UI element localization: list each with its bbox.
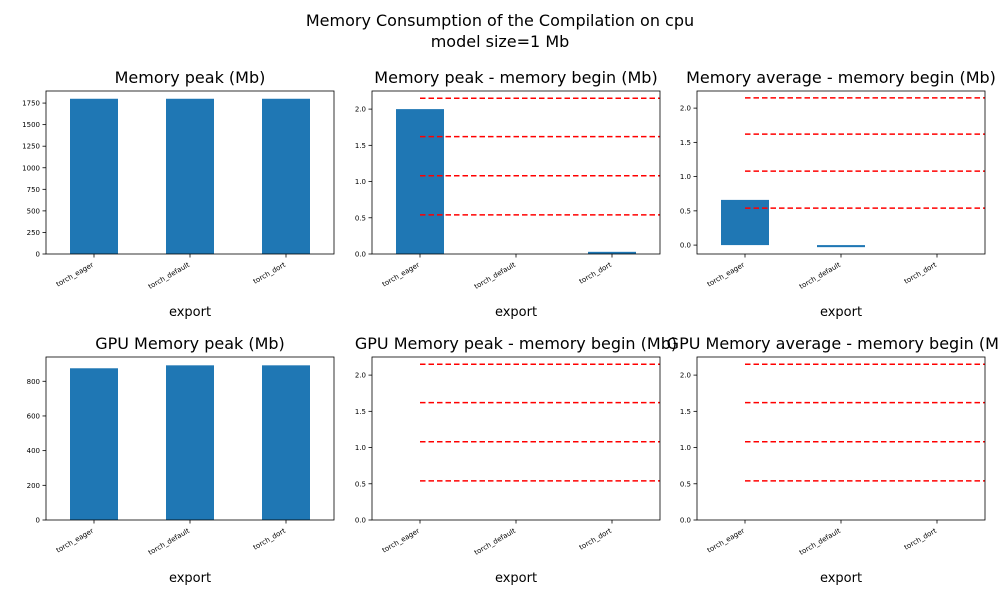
y-tick-label: 1.0 xyxy=(680,444,691,452)
chart-panel: GPU Memory peak - memory begin (Mb) 0.0 0.… xyxy=(355,334,677,586)
chart-panel: GPU Memory average - memory begin (Mb) 0.… xyxy=(667,334,1000,586)
y-tick-label: 1250 xyxy=(22,143,40,151)
bar xyxy=(588,251,636,254)
plot-area xyxy=(371,356,661,521)
bar xyxy=(396,109,444,254)
x-axis-label: export xyxy=(820,305,862,320)
chart-panel: Memory peak - memory begin (Mb) 0.0 0.5 1.0… xyxy=(355,68,661,320)
figure-subtitle: model size=1 Mb xyxy=(431,32,570,51)
y-tick-label: 1.5 xyxy=(355,142,366,150)
chart-title: GPU Memory peak - memory begin (Mb) xyxy=(355,334,677,353)
x-tick-label: torch_eager xyxy=(381,261,421,289)
y-tick-label: 800 xyxy=(27,378,40,386)
plot-area xyxy=(696,356,986,521)
y-tick-label: 1000 xyxy=(22,164,40,172)
y-tick-label: 0.0 xyxy=(680,517,691,525)
x-axis-label: export xyxy=(169,571,211,586)
chart-panel: Memory peak (Mb) 0 250 500 750 1000 1250 1500 17… xyxy=(22,68,335,320)
x-tick-label: torch_default xyxy=(473,261,517,291)
x-tick-label: torch_eager xyxy=(706,261,746,289)
chart-title: GPU Memory peak (Mb) xyxy=(95,334,285,353)
y-tick-label: 0 xyxy=(36,517,40,525)
y-tick-label: 2.0 xyxy=(355,372,366,380)
x-axis-label: export xyxy=(169,305,211,320)
y-tick-label: 0 xyxy=(36,251,40,259)
y-tick-label: 1.0 xyxy=(355,178,366,186)
x-tick-label: torch_eager xyxy=(381,527,421,555)
chart-panel: GPU Memory peak (Mb) 0 200 400 600 800 torch_e… xyxy=(27,334,335,586)
bar xyxy=(70,368,118,520)
x-axis-label: export xyxy=(495,305,537,320)
y-tick-label: 0.5 xyxy=(355,214,366,222)
bar xyxy=(70,98,118,254)
y-tick-label: 0.5 xyxy=(355,480,366,488)
y-tick-label: 0.0 xyxy=(355,517,366,525)
x-tick-label: torch_default xyxy=(798,261,842,291)
y-tick-label: 500 xyxy=(27,207,40,215)
chart-grid: Memory peak (Mb) 0 250 500 750 1000 1250 1500 17… xyxy=(22,68,1000,586)
y-tick-label: 1.5 xyxy=(680,139,691,147)
y-tick-label: 2.0 xyxy=(680,372,691,380)
chart-title: Memory average - memory begin (Mb) xyxy=(686,68,996,87)
y-tick-label: 0.5 xyxy=(680,480,691,488)
y-tick-label: 400 xyxy=(27,447,40,455)
chart-title: GPU Memory average - memory begin (Mb) xyxy=(667,334,1000,353)
y-tick-label: 1750 xyxy=(22,100,40,108)
y-tick-label: 0.0 xyxy=(355,251,366,259)
x-tick-label: torch_eager xyxy=(55,527,95,555)
y-tick-label: 0.5 xyxy=(680,207,691,215)
x-tick-label: torch_eager xyxy=(706,527,746,555)
bar xyxy=(817,245,865,248)
x-tick-label: torch_dort xyxy=(252,527,287,552)
y-tick-label: 600 xyxy=(27,412,40,420)
x-axis-label: export xyxy=(495,571,537,586)
x-axis-label: export xyxy=(820,571,862,586)
bar xyxy=(262,365,310,520)
figure-title: Memory Consumption of the Compilation on… xyxy=(306,11,694,30)
y-tick-label: 200 xyxy=(27,482,40,490)
x-tick-label: torch_default xyxy=(473,527,517,557)
chart-title: Memory peak (Mb) xyxy=(115,68,266,87)
y-tick-label: 1.0 xyxy=(355,444,366,452)
chart-title: Memory peak - memory begin (Mb) xyxy=(374,68,657,87)
y-tick-label: 1.0 xyxy=(680,173,691,181)
y-tick-label: 250 xyxy=(27,229,40,237)
y-tick-label: 2.0 xyxy=(680,105,691,113)
x-tick-label: torch_default xyxy=(147,261,191,291)
bar xyxy=(166,365,214,520)
x-tick-label: torch_eager xyxy=(55,261,95,289)
y-tick-label: 750 xyxy=(27,186,40,194)
chart-panel: Memory average - memory begin (Mb) 0.0 0.5… xyxy=(680,68,996,320)
y-tick-label: 1500 xyxy=(22,121,40,129)
x-tick-label: torch_dort xyxy=(578,261,613,286)
x-tick-label: torch_dort xyxy=(903,261,938,286)
y-tick-label: 0.0 xyxy=(680,242,691,250)
bar xyxy=(166,98,214,254)
x-tick-label: torch_default xyxy=(798,527,842,557)
x-tick-label: torch_dort xyxy=(578,527,613,552)
x-tick-label: torch_dort xyxy=(903,527,938,552)
y-tick-label: 1.5 xyxy=(680,408,691,416)
bar xyxy=(262,98,310,254)
x-tick-label: torch_default xyxy=(147,527,191,557)
y-tick-label: 2.0 xyxy=(355,106,366,114)
y-tick-label: 1.5 xyxy=(355,408,366,416)
x-tick-label: torch_dort xyxy=(252,261,287,286)
bar xyxy=(721,199,769,246)
